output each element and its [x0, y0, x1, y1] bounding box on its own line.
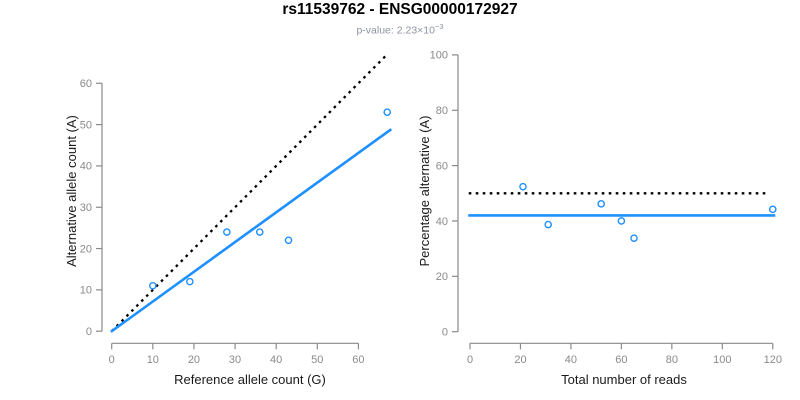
x-tick-label: 40 [565, 354, 577, 366]
x-tick-label: 120 [764, 354, 782, 366]
x-tick-label: 40 [270, 354, 282, 366]
data-point [519, 182, 527, 191]
x-tick-label: 30 [229, 354, 241, 366]
plot-subtitle: p-value: 2.23×10−3 [0, 22, 800, 37]
p-value-exponent: −3 [434, 22, 444, 31]
y-tick-label: 10 [80, 285, 92, 297]
y-axis-label: Percentage alternative (A) [417, 115, 432, 266]
x-tick-label: 100 [713, 354, 731, 366]
data-point [383, 108, 392, 117]
data-point [284, 236, 293, 245]
y-tick-label: 60 [80, 78, 92, 90]
y-axis-label: Alternative allele count (A) [64, 115, 79, 267]
x-tick-label: 0 [467, 354, 473, 366]
y-tick-label: 80 [436, 105, 448, 117]
y-tick-label: 60 [436, 160, 448, 172]
y-tick-label: 100 [430, 50, 448, 62]
x-tick-label: 80 [666, 354, 678, 366]
x-tick-label: 50 [311, 354, 323, 366]
data-point [149, 281, 157, 290]
p-value-text: p-value: 2.23×10 [356, 24, 435, 37]
y-tick-label: 0 [442, 327, 448, 339]
x-axis-label: Reference allele count (G) [174, 372, 326, 387]
data-point [223, 228, 231, 236]
y-tick-label: 40 [80, 161, 92, 173]
fit-line [110, 128, 393, 333]
identity-line [110, 52, 389, 333]
data-point [597, 200, 605, 208]
data-point [617, 217, 626, 225]
data-point [544, 220, 553, 229]
plot-title: rs11539762 - ENSG00000172927 [282, 1, 518, 18]
data-point [186, 277, 194, 286]
y-tick-label: 30 [80, 202, 92, 214]
x-tick-label: 10 [147, 354, 159, 366]
x-tick-label: 20 [514, 354, 526, 366]
y-tick-label: 0 [86, 326, 92, 338]
y-tick-label: 20 [436, 271, 448, 283]
x-tick-label: 0 [109, 354, 115, 366]
data-point [768, 205, 777, 214]
y-tick-label: 20 [80, 243, 92, 255]
y-tick-label: 50 [80, 119, 92, 131]
x-axis-label: Total number of reads [561, 372, 687, 387]
data-point [630, 234, 638, 242]
x-tick-label: 60 [615, 354, 627, 366]
y-tick-label: 40 [436, 216, 448, 228]
x-tick-label: 20 [188, 354, 200, 366]
data-point [255, 228, 264, 236]
x-tick-label: 60 [352, 354, 364, 366]
